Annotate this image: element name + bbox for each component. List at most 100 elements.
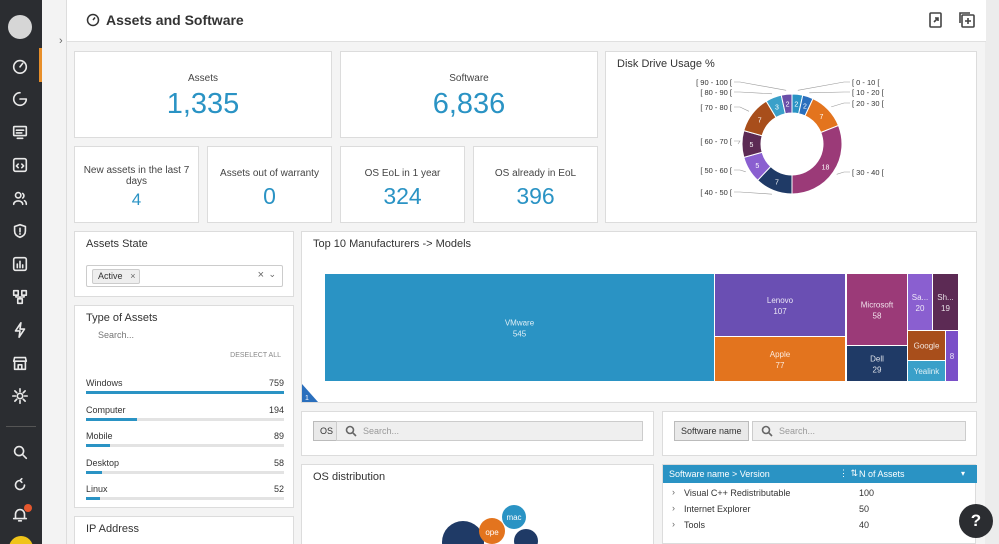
col-n-assets[interactable]: N of Assets	[859, 469, 905, 479]
store-icon[interactable]	[9, 352, 31, 374]
monitor-icon[interactable]	[9, 121, 31, 143]
gauge-icon[interactable]	[9, 55, 31, 77]
os-eol-value: 396	[516, 183, 555, 209]
active-chip-label: Active	[98, 271, 123, 281]
chevron-right-icon[interactable]: ›	[59, 35, 63, 47]
os-search-placeholder: Search...	[363, 426, 400, 436]
assets-state-select[interactable]: Active × × ⌄	[86, 265, 283, 287]
type-item-count: 89	[273, 431, 284, 441]
donut-value-label: 5	[755, 163, 759, 170]
chart-icon[interactable]	[9, 253, 31, 275]
manufacturers-panel: Top 10 Manufacturers -> Models VMware 545…	[301, 231, 977, 403]
type-item-computer[interactable]: Computer 194	[86, 405, 284, 427]
donut-leader-line	[734, 91, 773, 95]
software-count: 50	[859, 504, 870, 514]
bubble[interactable]	[514, 529, 538, 544]
bolt-icon[interactable]	[9, 319, 31, 341]
type-of-assets-panel: Type of Assets DESELECT ALL Windows 759 Co…	[74, 305, 294, 508]
add-widget-icon[interactable]	[958, 11, 976, 29]
type-item-linux[interactable]: Linux 52	[86, 484, 284, 506]
users-icon[interactable]	[9, 187, 31, 209]
out-of-warranty-value: 0	[263, 183, 276, 209]
treemap-label: Sa...	[912, 293, 928, 302]
ip-address-panel: IP Address	[74, 516, 294, 544]
software-search-input[interactable]: Search...	[752, 421, 966, 441]
software-name: Visual C++ Redistributable	[684, 488, 791, 498]
software-name: Internet Explorer	[684, 504, 751, 514]
os-search-input[interactable]: Search...	[336, 421, 643, 441]
software-search-panel: Software name Search...	[662, 411, 977, 456]
type-item-name: Computer	[86, 404, 126, 415]
type-item-name: Mobile	[86, 431, 113, 441]
bubble[interactable]	[442, 521, 484, 544]
software-card[interactable]: Software 6,836	[340, 51, 598, 138]
treemap-cell[interactable]	[908, 274, 932, 330]
software-filter-button[interactable]: Software name	[674, 421, 749, 441]
treemap-cell[interactable]	[715, 274, 845, 336]
treemap-cell[interactable]	[908, 331, 945, 360]
os-eol-card[interactable]: OS already in EoL 396	[473, 146, 598, 223]
sidebar-divider	[6, 426, 36, 427]
col-software-version[interactable]: Software name > Version	[669, 469, 770, 479]
software-value: 6,836	[432, 88, 506, 120]
bell-icon[interactable]	[9, 504, 31, 526]
close-icon[interactable]: ×	[130, 271, 136, 281]
sidebar-gutter	[42, 0, 66, 544]
donut-slice[interactable]	[791, 124, 843, 195]
type-item-desktop[interactable]: Desktop 58	[86, 458, 284, 480]
expand-icon[interactable]: ›	[672, 519, 675, 529]
treemap-cell[interactable]	[946, 331, 958, 381]
type-item-bar-track	[86, 391, 284, 394]
type-search-input[interactable]	[98, 328, 248, 342]
type-item-name: Windows	[86, 378, 123, 388]
expand-icon[interactable]: ›	[672, 487, 675, 497]
network-icon[interactable]	[9, 286, 31, 308]
refresh-icon[interactable]	[9, 474, 31, 496]
donut-category-label: [ 40 - 50 [	[700, 188, 733, 197]
type-item-windows[interactable]: Windows 759	[86, 378, 284, 400]
table-row[interactable]: › Internet Explorer 50	[663, 502, 977, 518]
assets-label: Assets	[187, 73, 218, 84]
gear-icon[interactable]	[9, 385, 31, 407]
new-assets-card[interactable]: New assets in the last 7 days 4	[74, 146, 199, 223]
sort-icon[interactable]: ⋮ ⇅	[839, 468, 859, 478]
shield-icon[interactable]	[9, 220, 31, 242]
deselect-all-link[interactable]: DESELECT ALL	[230, 352, 281, 359]
expand-icon[interactable]: ›	[672, 503, 675, 513]
treemap-cell[interactable]	[715, 337, 845, 381]
os-eol-year-card[interactable]: OS EoL in 1 year 324	[340, 146, 465, 223]
chevron-down-icon[interactable]: ⌄	[268, 269, 276, 279]
help-icon[interactable]: ?	[959, 504, 993, 538]
export-icon[interactable]	[927, 11, 945, 29]
search-icon[interactable]	[9, 441, 31, 463]
type-item-bar-track	[86, 470, 284, 474]
bubble-ope[interactable]	[479, 518, 505, 544]
treemap-value: 19	[941, 304, 950, 313]
treemap-cell[interactable]	[847, 274, 907, 345]
treemap-corner[interactable]	[302, 384, 318, 402]
donut-category-label: [ 10 - 20 [	[852, 88, 885, 97]
donut-value-label: 7	[758, 117, 762, 124]
table-row[interactable]: › Visual C++ Redistributable 100	[663, 486, 977, 502]
type-item-mobile[interactable]: Mobile 89	[86, 431, 284, 453]
home-icon[interactable]	[8, 15, 32, 39]
table-row[interactable]: › Tools 40	[663, 518, 977, 534]
assets-card[interactable]: Assets 1,335	[74, 51, 332, 138]
treemap-cell[interactable]	[933, 274, 958, 330]
chevron-down-icon[interactable]: ▾	[961, 469, 966, 478]
treemap-cell[interactable]	[847, 346, 907, 381]
type-item-bar-track	[86, 497, 284, 500]
bubble-mac[interactable]	[502, 505, 526, 529]
software-search-placeholder: Search...	[779, 426, 816, 436]
active-chip[interactable]: Active ×	[92, 269, 140, 284]
treemap-cell[interactable]	[325, 274, 714, 381]
clear-icon[interactable]: ×	[257, 269, 264, 281]
spiral-icon[interactable]	[9, 88, 31, 110]
sidebar	[0, 0, 42, 544]
out-of-warranty-card[interactable]: Assets out of warranty 0	[207, 146, 332, 223]
donut-leader-line	[809, 91, 850, 94]
treemap-cell[interactable]	[908, 361, 945, 381]
code-window-icon[interactable]	[9, 154, 31, 176]
avatar[interactable]	[9, 536, 33, 544]
donut-slice[interactable]	[780, 93, 793, 115]
